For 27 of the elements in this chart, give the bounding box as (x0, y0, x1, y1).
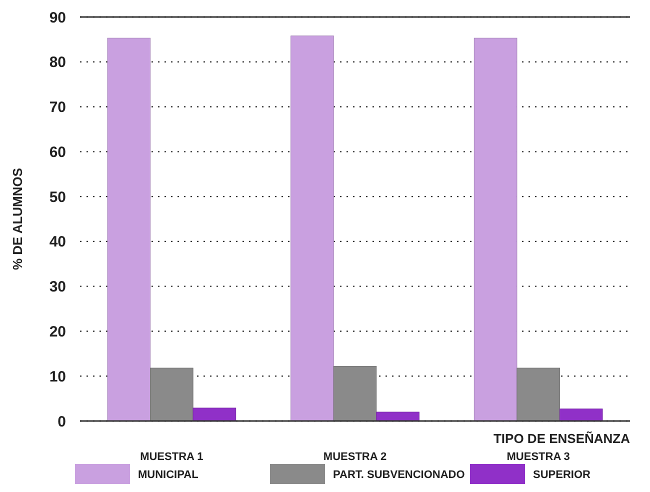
y-tick-label: 60 (49, 144, 66, 161)
legend-label: MUNICIPAL (138, 468, 199, 481)
y-tick-label: 40 (49, 234, 66, 251)
x-tick-label: MUESTRA 2 (323, 451, 387, 463)
x-tick-label: MUESTRA 1 (140, 451, 204, 463)
y-tick-label: 10 (49, 368, 66, 386)
legend-label: PART. SUBVENCIONADO (333, 468, 466, 481)
y-tick-label: 90 (49, 9, 66, 26)
bar (474, 38, 518, 422)
y-axis-title: % DE ALUMNOS (10, 168, 25, 270)
bar (516, 368, 560, 422)
y-tick-label: 30 (49, 278, 66, 296)
bar (376, 412, 420, 422)
bar (290, 36, 334, 422)
y-tick-label: 70 (49, 99, 66, 116)
bar (150, 368, 194, 422)
bar (333, 366, 377, 422)
y-tick-label: 20 (49, 323, 66, 340)
legend-label: SUPERIOR (533, 468, 591, 481)
bar (192, 408, 236, 422)
y-tick-label: 80 (49, 54, 66, 72)
x-axis-title: TIPO DE ENSEÑANZA (493, 431, 631, 446)
bar (559, 408, 603, 422)
y-tick-label: 50 (49, 188, 66, 206)
y-tick-label: 0 (58, 413, 66, 430)
x-tick-label: MUESTRA 3 (506, 451, 570, 463)
bar (107, 38, 151, 422)
